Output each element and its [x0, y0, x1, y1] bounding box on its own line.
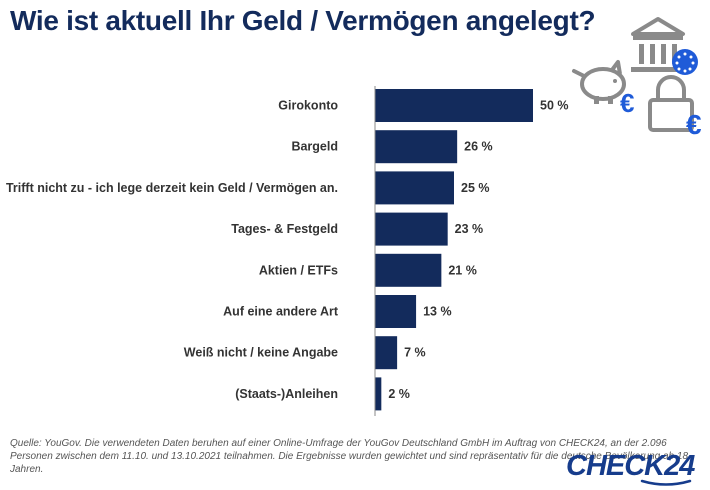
bank-euro-icon [631, 17, 698, 75]
piggy-bank-euro-icon: € [572, 60, 634, 118]
bar [375, 377, 382, 411]
value-label: 21 % [448, 263, 477, 277]
bar [375, 253, 442, 287]
category-label: Trifft nicht zu - ich lege derzeit kein … [6, 181, 338, 195]
value-label: 26 % [464, 140, 493, 154]
value-label: 23 % [455, 222, 484, 236]
value-label: 25 % [461, 181, 490, 195]
logo-swoosh-icon [640, 479, 692, 486]
bar [375, 295, 417, 328]
chart-title: Wie ist aktuell Ihr Geld / Vermögen ange… [10, 5, 596, 36]
value-label: 7 % [404, 346, 426, 360]
bar-chart: Girokonto 50 % Bargeld 26 % Trifft nicht zu … [6, 86, 569, 416]
padlock-euro-icon: € [648, 75, 702, 136]
bar [375, 130, 458, 164]
bar [375, 336, 398, 370]
category-label: Weiß nicht / keine Angabe [184, 346, 338, 360]
value-label: 50 % [540, 99, 569, 113]
bars-layer: Girokonto 50 % Bargeld 26 % Trifft nicht zu … [6, 89, 569, 411]
category-label: (Staats-)Anleihen [235, 387, 338, 401]
category-label: Tages- & Festgeld [231, 222, 338, 236]
finance-icons: € € [572, 17, 702, 136]
source-note: Quelle: YouGov. Die verwendeten Daten be… [10, 438, 689, 475]
category-label: Bargeld [291, 140, 338, 154]
bar [375, 171, 454, 205]
value-label: 13 % [423, 305, 452, 319]
svg-text:€: € [620, 88, 634, 118]
svg-text:€: € [686, 109, 702, 136]
bar [375, 89, 533, 122]
category-label: Girokonto [278, 99, 338, 113]
bar [375, 212, 448, 246]
category-label: Auf eine andere Art [223, 305, 339, 319]
value-label: 2 % [388, 387, 410, 401]
check24-logo: CHECK24 [566, 450, 695, 482]
category-label: Aktien / ETFs [259, 263, 338, 277]
